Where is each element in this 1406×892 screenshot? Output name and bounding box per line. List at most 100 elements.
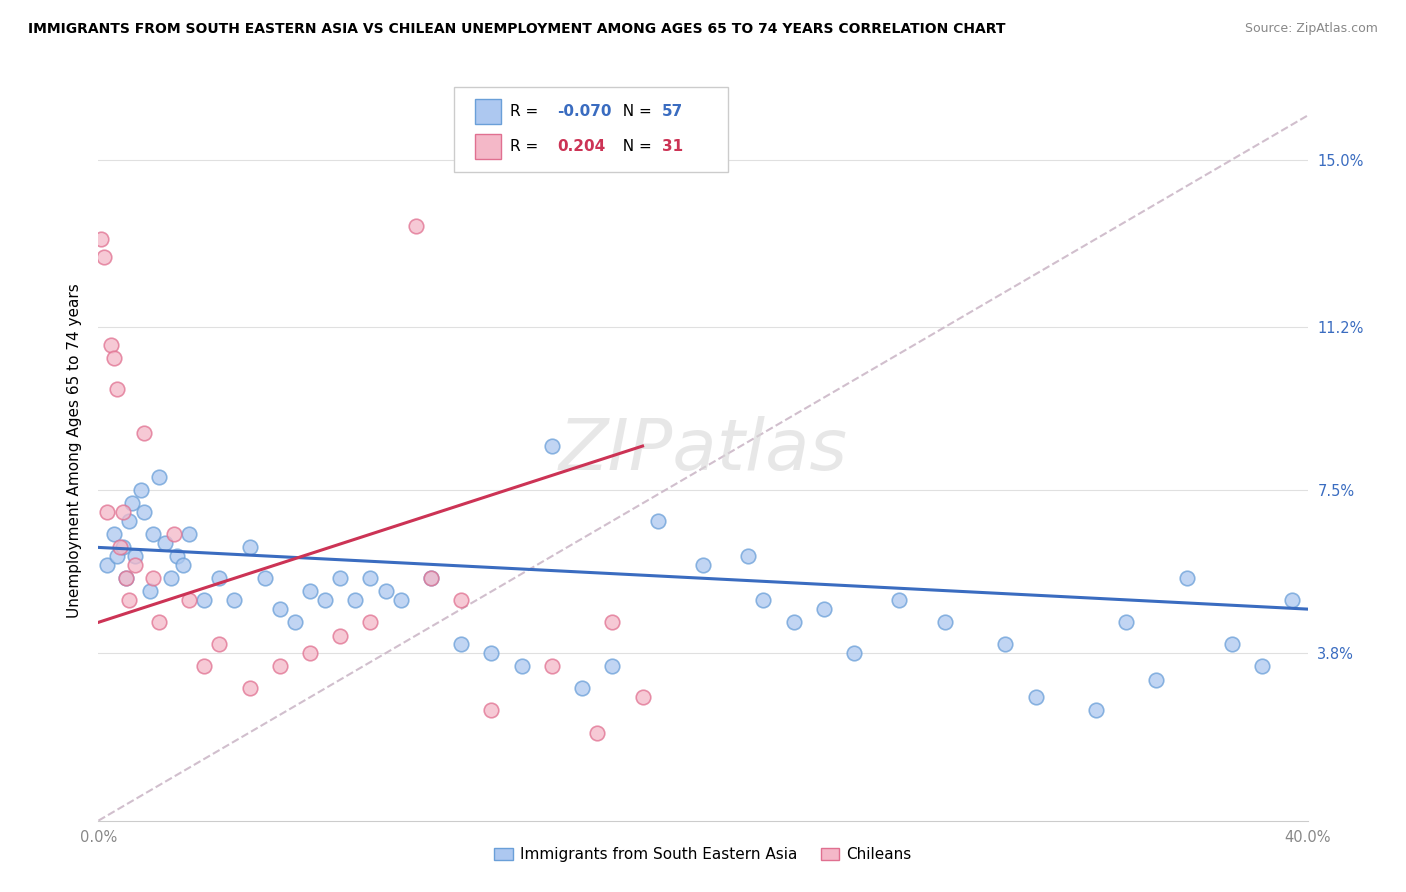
Point xyxy=(142,527,165,541)
Point xyxy=(586,725,609,739)
Point xyxy=(105,549,128,564)
Point xyxy=(103,351,125,365)
Point xyxy=(239,541,262,555)
Point xyxy=(889,593,911,607)
Point xyxy=(253,571,276,585)
Point xyxy=(344,593,367,607)
Point xyxy=(783,615,806,630)
Text: Source: ZipAtlas.com: Source: ZipAtlas.com xyxy=(1244,22,1378,36)
Text: ZIPatlas: ZIPatlas xyxy=(558,416,848,485)
Point xyxy=(1251,659,1274,673)
Point xyxy=(934,615,956,630)
Point xyxy=(124,549,146,564)
Point xyxy=(692,558,714,572)
Point xyxy=(602,615,624,630)
Point xyxy=(93,250,115,264)
Point xyxy=(1024,690,1046,705)
Point xyxy=(994,637,1017,651)
Point xyxy=(1146,673,1168,687)
Text: N =: N = xyxy=(613,104,657,120)
Text: R =: R = xyxy=(510,104,544,120)
Point xyxy=(160,571,183,585)
Point xyxy=(111,541,134,555)
Point xyxy=(374,584,396,599)
Point xyxy=(329,628,352,642)
Point xyxy=(510,659,533,673)
Point xyxy=(96,558,118,572)
Point xyxy=(269,602,291,616)
Point xyxy=(90,232,112,246)
Text: N =: N = xyxy=(613,139,657,154)
Point xyxy=(450,637,472,651)
Point xyxy=(179,527,201,541)
Point xyxy=(737,549,759,564)
Point xyxy=(129,483,152,497)
Point xyxy=(1281,593,1303,607)
Point xyxy=(132,505,155,519)
Point xyxy=(239,681,262,696)
Point xyxy=(179,593,201,607)
Point xyxy=(166,549,188,564)
Point xyxy=(1220,637,1243,651)
Point xyxy=(139,584,162,599)
Point xyxy=(105,382,128,396)
Point xyxy=(299,584,322,599)
Point xyxy=(269,659,291,673)
Point xyxy=(100,337,122,351)
Point xyxy=(193,593,215,607)
Point xyxy=(420,571,443,585)
Point xyxy=(118,514,141,528)
Point xyxy=(647,514,669,528)
Point xyxy=(124,558,146,572)
Point xyxy=(360,615,382,630)
Point xyxy=(142,571,165,585)
Point xyxy=(193,659,215,673)
Point xyxy=(114,571,136,585)
Point xyxy=(405,219,427,233)
Point xyxy=(118,593,141,607)
Point xyxy=(1175,571,1198,585)
Point xyxy=(284,615,307,630)
Point xyxy=(631,690,654,705)
Point xyxy=(208,637,231,651)
Legend: Immigrants from South Eastern Asia, Chileans: Immigrants from South Eastern Asia, Chil… xyxy=(488,841,918,869)
Y-axis label: Unemployment Among Ages 65 to 74 years: Unemployment Among Ages 65 to 74 years xyxy=(66,283,82,618)
Point xyxy=(813,602,835,616)
Point xyxy=(540,439,562,453)
Point xyxy=(571,681,593,696)
Point xyxy=(329,571,352,585)
Point xyxy=(111,505,134,519)
Point xyxy=(602,659,624,673)
Point xyxy=(420,571,443,585)
Point xyxy=(299,646,322,660)
Point xyxy=(481,646,503,660)
Text: R =: R = xyxy=(510,139,548,154)
Point xyxy=(360,571,382,585)
Point xyxy=(108,541,131,555)
Text: IMMIGRANTS FROM SOUTH EASTERN ASIA VS CHILEAN UNEMPLOYMENT AMONG AGES 65 TO 74 Y: IMMIGRANTS FROM SOUTH EASTERN ASIA VS CH… xyxy=(28,22,1005,37)
Point xyxy=(208,571,231,585)
Point xyxy=(844,646,866,660)
Text: 0.204: 0.204 xyxy=(557,139,605,154)
Point xyxy=(148,470,170,484)
Point xyxy=(540,659,562,673)
Point xyxy=(481,703,503,717)
Point xyxy=(148,615,170,630)
Point xyxy=(132,425,155,440)
Text: -0.070: -0.070 xyxy=(557,104,612,120)
Point xyxy=(172,558,194,572)
Point xyxy=(114,571,136,585)
Point xyxy=(163,527,186,541)
Point xyxy=(121,496,143,510)
Text: 57: 57 xyxy=(662,104,683,120)
Point xyxy=(103,527,125,541)
Point xyxy=(1115,615,1137,630)
Point xyxy=(153,536,176,550)
Point xyxy=(224,593,246,607)
Point xyxy=(450,593,472,607)
Point xyxy=(752,593,775,607)
Point xyxy=(389,593,412,607)
Text: 31: 31 xyxy=(662,139,683,154)
Point xyxy=(96,505,118,519)
Point xyxy=(314,593,336,607)
